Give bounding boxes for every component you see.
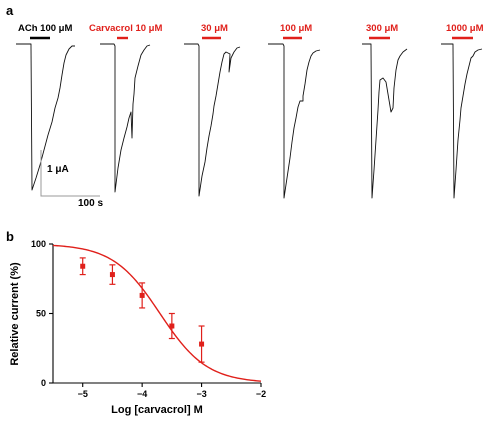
- data-point: [199, 341, 205, 347]
- data-point: [80, 263, 86, 269]
- trace-group: 100 μM: [268, 23, 321, 199]
- scale-bar-current: 1 μA: [47, 164, 69, 175]
- scale-bar: 1 μA 100 s: [40, 150, 103, 209]
- current-trace: [184, 43, 241, 197]
- x-axis-title: Log [carvacrol] M: [111, 404, 203, 416]
- data-point-group: [79, 257, 86, 276]
- current-trace: [16, 43, 75, 191]
- y-tick-label: 0: [41, 378, 46, 388]
- trace-group: 1000 μM: [441, 23, 484, 199]
- application-label: Carvacrol 10 μM: [89, 23, 162, 34]
- y-tick-label: 50: [36, 309, 46, 319]
- y-tick-label: 100: [31, 239, 46, 249]
- panel-b-label: b: [6, 229, 14, 244]
- data-point-group: [139, 282, 146, 309]
- current-trace: [441, 43, 483, 199]
- application-label: ACh 100 μM: [18, 23, 72, 34]
- trace-group: Carvacrol 10 μM: [89, 23, 162, 193]
- x-tick-label: −2: [256, 389, 266, 399]
- x-tick-label: −4: [137, 389, 147, 399]
- data-point: [169, 323, 175, 329]
- dose-response-chart: 0 50 100 −5 −4 −3 −2 Relative current (%) Log…: [9, 239, 266, 416]
- application-label: 30 μM: [201, 23, 228, 34]
- x-tick-label: −5: [78, 389, 88, 399]
- current-traces: ACh 100 μM Carvacrol 10 μM 30 μM 100 μM 300 …: [16, 23, 484, 199]
- data-point: [139, 292, 145, 298]
- scale-bar-lines: [40, 150, 100, 197]
- trace-group: ACh 100 μM: [16, 23, 75, 191]
- current-trace: [268, 43, 321, 199]
- fit-curve: [52, 244, 262, 382]
- application-label: 1000 μM: [446, 23, 484, 34]
- data-point-group: [109, 264, 116, 285]
- scale-bar-time: 100 s: [78, 198, 103, 209]
- application-label: 300 μM: [366, 23, 398, 34]
- x-ticks: −5 −4 −3 −2: [78, 383, 266, 399]
- current-trace: [362, 43, 408, 199]
- panel-a-label: a: [6, 3, 14, 18]
- data-points: [79, 257, 205, 363]
- y-axis-title: Relative current (%): [9, 262, 21, 366]
- trace-group: 300 μM: [362, 23, 408, 199]
- application-label: 100 μM: [280, 23, 312, 34]
- current-trace: [100, 43, 151, 193]
- trace-group: 30 μM: [184, 23, 241, 197]
- data-point-group: [168, 312, 175, 340]
- data-point: [109, 272, 115, 278]
- y-ticks: 0 50 100: [31, 239, 53, 388]
- x-tick-label: −3: [196, 389, 206, 399]
- data-point-group: [198, 325, 205, 363]
